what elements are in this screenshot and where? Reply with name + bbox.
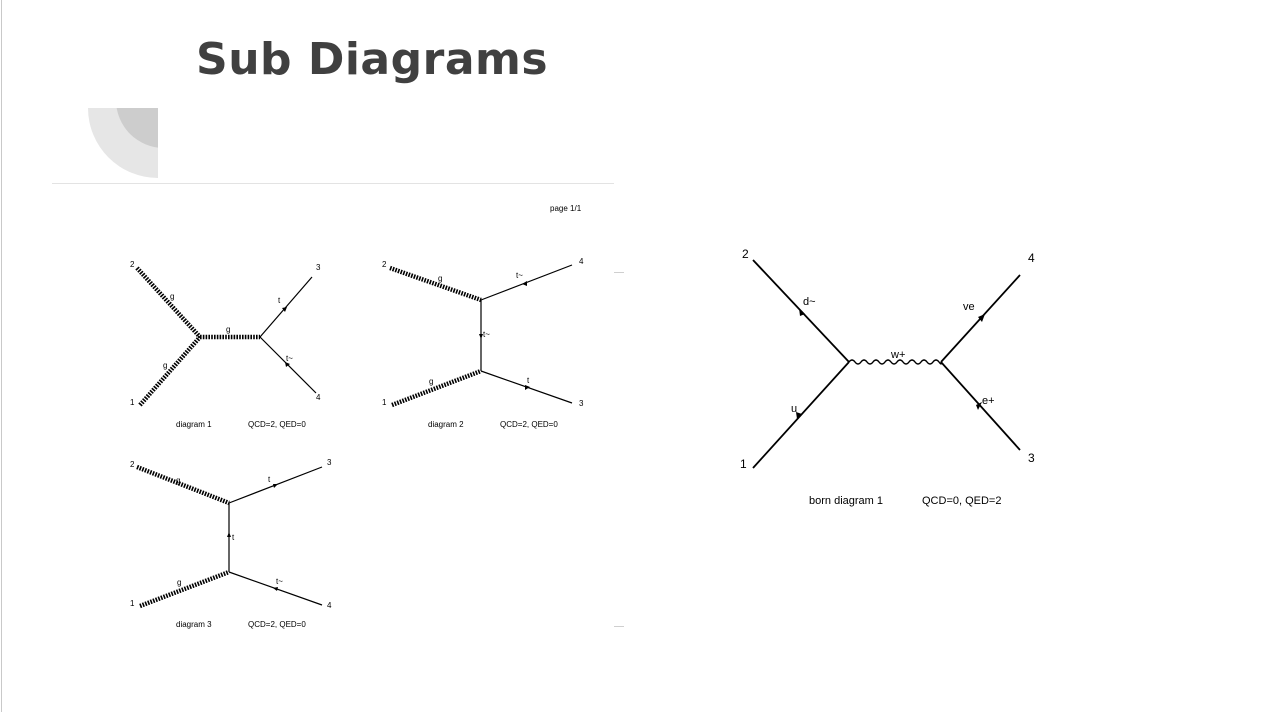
label-out3: t: [527, 376, 530, 385]
gluon-line-in1: [139, 569, 230, 609]
label-out3: t: [278, 296, 281, 305]
label-ext-2: 2: [742, 247, 749, 261]
arrow-in1: [796, 412, 802, 419]
couplings: QCD=0, QED=2: [922, 495, 1001, 507]
caption: diagram 1: [176, 420, 212, 429]
gluon-line-in2: [136, 464, 230, 506]
label-ext-1: 1: [740, 457, 747, 471]
label-ext-3: 3: [316, 263, 321, 272]
label-ext-4: 4: [1028, 251, 1035, 265]
left-border: [1, 0, 2, 712]
label-in2: g: [176, 476, 180, 485]
label-ext-2: 2: [130, 260, 135, 269]
label-out4: ve: [963, 301, 975, 313]
label-prop: t: [232, 533, 235, 542]
caption: born diagram 1: [809, 495, 883, 507]
label-in1: g: [177, 578, 181, 587]
label-ext-1: 1: [130, 599, 135, 608]
arrow-out3: [525, 385, 530, 390]
label-ext-1: 1: [130, 398, 135, 407]
label-in1: u: [791, 403, 797, 415]
label-ext-4: 4: [579, 257, 584, 266]
feynman-diagram-2: 2 1 4 3 g g t~ t~ t diagram 2 QCD=2, QED…: [382, 257, 584, 429]
page-label-svg: page 1/1: [550, 204, 582, 213]
label-out3: e+: [982, 395, 995, 407]
label-out4: t~: [286, 354, 293, 363]
label-in2: d~: [803, 296, 816, 308]
gluon-line-in1: [391, 368, 482, 408]
arrow-out3: [976, 402, 982, 410]
gluon-line-in2: [389, 265, 482, 303]
label-ext-2: 2: [130, 460, 135, 469]
positron-line-out3: [940, 361, 1021, 451]
divider-line: [52, 183, 614, 184]
label-ext-4: 4: [316, 393, 321, 402]
couplings: QCD=2, QED=0: [500, 420, 558, 429]
arrow-in2: [799, 308, 805, 316]
label-ext-1: 1: [382, 398, 387, 407]
label-ext-3: 3: [579, 399, 584, 408]
edge-tick-bottom: [614, 626, 624, 627]
gluon-line-in2: [135, 266, 202, 339]
gluon-line-in1: [138, 335, 202, 407]
label-in1: g: [163, 361, 167, 370]
page-label: page 1/1: [550, 204, 582, 213]
edge-tick-top: [614, 272, 624, 273]
label-out4: t~: [516, 271, 523, 280]
arrow-out4: [978, 314, 985, 322]
label-in2: g: [170, 292, 174, 301]
label-ext-4: 4: [327, 601, 332, 610]
couplings: QCD=2, QED=0: [248, 620, 306, 629]
slide-title: Sub Diagrams: [196, 34, 549, 85]
label-out4: t~: [276, 577, 283, 586]
arrow-out4: [285, 362, 290, 367]
label-out3: t: [268, 475, 271, 484]
arrow-out4: [273, 587, 278, 591]
feynman-diagram-3: 2 1 3 4 g g t t t~ diagram 3 QCD=2, QED=…: [130, 458, 332, 629]
label-prop: t~: [483, 330, 490, 339]
born-diagram: 2 1 4 3 d~ u w+ ve e+ born diagram 1 QCD…: [740, 247, 1035, 507]
arrow-out3: [273, 484, 278, 488]
caption: diagram 2: [428, 420, 464, 429]
couplings: QCD=2, QED=0: [248, 420, 306, 429]
label-in1: g: [429, 377, 433, 386]
w-boson-propagator: [848, 359, 942, 365]
arrow-prop: [479, 334, 483, 339]
label-in2: g: [438, 274, 442, 283]
arrow-out4: [522, 281, 527, 286]
feynman-diagram-1: 2 1 3 4 g g g t t~ diagram 1 QCD=2, QED=…: [130, 260, 321, 429]
arrow-out3: [282, 307, 287, 312]
label-ext-3: 3: [1028, 451, 1035, 465]
label-ext-2: 2: [382, 260, 387, 269]
label-prop: g: [226, 325, 230, 334]
label-prop: w+: [890, 349, 905, 361]
label-ext-3: 3: [327, 458, 332, 467]
decorative-quarter-circles: [88, 108, 158, 178]
top-line-out3: [259, 276, 313, 338]
arrow-prop: [227, 532, 231, 537]
caption: diagram 3: [176, 620, 212, 629]
